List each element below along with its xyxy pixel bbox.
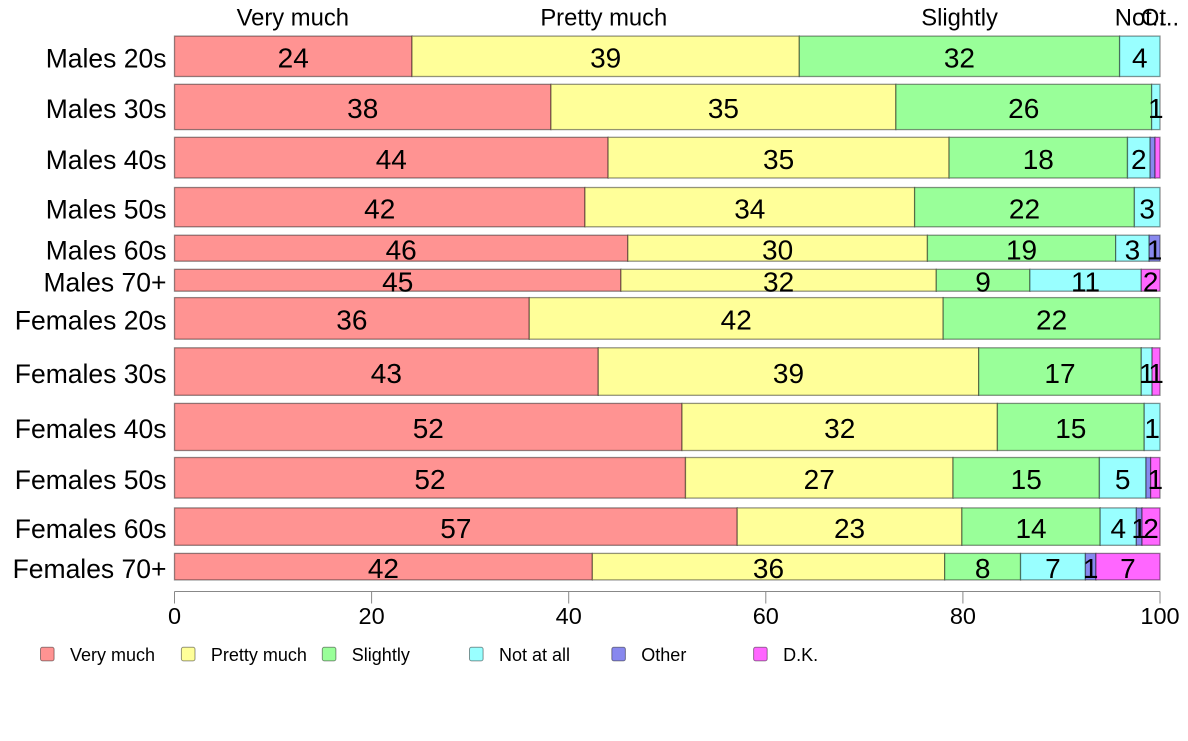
svg-text:100: 100	[1140, 603, 1179, 629]
svg-text:32: 32	[944, 43, 975, 74]
svg-text:1: 1	[1148, 358, 1164, 389]
svg-text:5: 5	[1115, 464, 1131, 495]
svg-text:Not at all: Not at all	[499, 645, 570, 665]
svg-text:27: 27	[804, 464, 835, 495]
svg-text:4: 4	[1132, 43, 1148, 74]
svg-text:1: 1	[1083, 553, 1099, 584]
svg-text:23: 23	[834, 513, 865, 544]
svg-text:2: 2	[1143, 513, 1159, 544]
svg-text:32: 32	[763, 266, 794, 297]
svg-text:Males 20s: Males 20s	[46, 44, 167, 74]
svg-text:1: 1	[1148, 464, 1164, 495]
svg-text:15: 15	[1055, 413, 1086, 444]
svg-text:8: 8	[975, 553, 991, 584]
svg-text:7: 7	[1120, 553, 1136, 584]
svg-text:1: 1	[1144, 413, 1160, 444]
svg-text:11: 11	[1071, 266, 1100, 297]
svg-text:Other: Other	[641, 645, 686, 665]
svg-text:19: 19	[1006, 234, 1037, 265]
svg-text:Males 60s: Males 60s	[46, 235, 167, 265]
svg-text:35: 35	[708, 93, 739, 124]
svg-text:39: 39	[773, 358, 804, 389]
svg-text:Females 50s: Females 50s	[15, 465, 167, 495]
svg-text:9: 9	[975, 266, 991, 297]
svg-text:18: 18	[1023, 144, 1054, 175]
svg-text:Females 30s: Females 30s	[15, 359, 167, 389]
svg-text:22: 22	[1036, 305, 1067, 336]
svg-text:35: 35	[763, 144, 794, 175]
svg-text:Females 20s: Females 20s	[15, 306, 167, 336]
svg-text:52: 52	[413, 413, 444, 444]
svg-text:Slightly: Slightly	[921, 4, 998, 31]
svg-text:Slightly: Slightly	[352, 645, 410, 665]
svg-text:40: 40	[556, 603, 582, 629]
svg-text:Females 70+: Females 70+	[13, 554, 167, 584]
svg-text:Very much: Very much	[70, 645, 155, 665]
svg-text:39: 39	[590, 43, 621, 74]
svg-text:3: 3	[1139, 193, 1155, 224]
svg-text:36: 36	[336, 305, 367, 336]
svg-text:Males 70+: Males 70+	[43, 267, 166, 297]
svg-text:3: 3	[1125, 234, 1141, 265]
svg-text:2: 2	[1131, 144, 1147, 175]
svg-text:26: 26	[1008, 93, 1039, 124]
svg-text:15: 15	[1011, 464, 1042, 495]
svg-text:52: 52	[414, 464, 445, 495]
svg-text:20: 20	[359, 603, 385, 629]
svg-text:Pretty much: Pretty much	[540, 4, 667, 31]
svg-text:30: 30	[762, 234, 793, 265]
svg-text:1: 1	[1131, 513, 1147, 544]
svg-text:42: 42	[721, 305, 752, 336]
svg-text:34: 34	[734, 193, 765, 224]
svg-text:Ot..: Ot..	[1141, 4, 1179, 31]
svg-text:Males 40s: Males 40s	[46, 145, 167, 175]
svg-text:57: 57	[440, 513, 471, 544]
svg-text:Females 40s: Females 40s	[15, 414, 167, 444]
svg-text:1: 1	[1147, 234, 1163, 265]
svg-text:Females 60s: Females 60s	[15, 514, 167, 544]
svg-text:7: 7	[1045, 553, 1061, 584]
svg-text:24: 24	[278, 43, 309, 74]
svg-text:17: 17	[1044, 358, 1075, 389]
svg-text:Very much: Very much	[237, 4, 349, 31]
svg-text:46: 46	[386, 234, 417, 265]
svg-text:4: 4	[1110, 513, 1126, 544]
svg-text:22: 22	[1009, 193, 1040, 224]
svg-text:60: 60	[753, 603, 779, 629]
svg-text:2: 2	[1143, 266, 1159, 297]
svg-text:38: 38	[347, 93, 378, 124]
svg-text:D.K.: D.K.	[783, 645, 818, 665]
svg-text:32: 32	[824, 413, 855, 444]
svg-text:42: 42	[368, 553, 399, 584]
svg-text:14: 14	[1015, 513, 1046, 544]
svg-text:45: 45	[382, 266, 413, 297]
svg-text:80: 80	[950, 603, 976, 629]
svg-text:1: 1	[1148, 93, 1164, 124]
svg-text:36: 36	[753, 553, 784, 584]
svg-text:0: 0	[168, 603, 181, 629]
svg-text:1: 1	[1139, 358, 1155, 389]
svg-text:Not..: Not..	[1115, 4, 1165, 31]
svg-text:42: 42	[364, 193, 395, 224]
svg-text:Pretty much: Pretty much	[211, 645, 307, 665]
svg-text:43: 43	[371, 358, 402, 389]
svg-text:Males 30s: Males 30s	[46, 94, 167, 124]
svg-text:44: 44	[376, 144, 407, 175]
svg-text:Males 50s: Males 50s	[46, 194, 167, 224]
